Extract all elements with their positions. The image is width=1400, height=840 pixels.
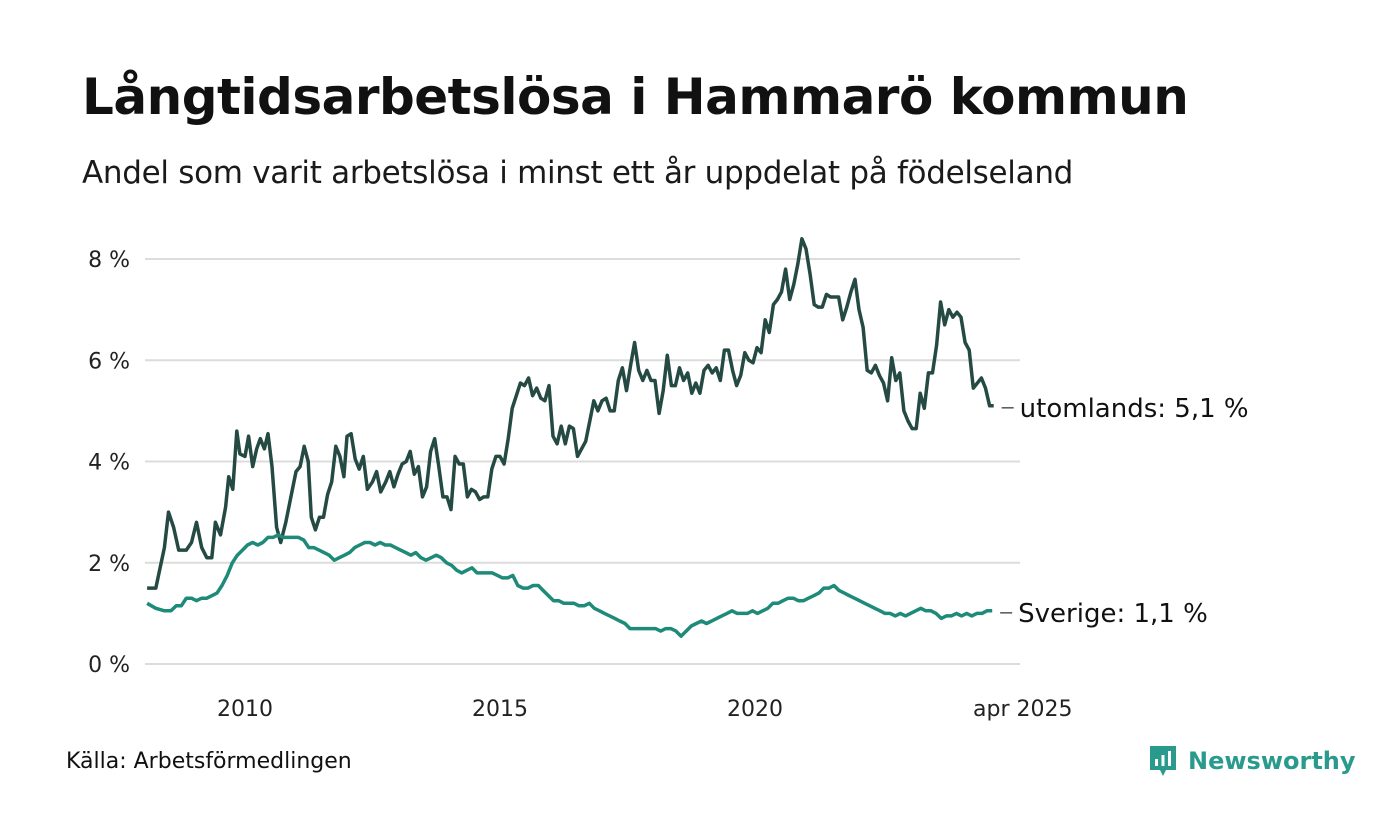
y-tick-label: 6 % [88,349,130,374]
newsworthy-logo: Newsworthy [1148,744,1356,778]
series-end-labels: utomlands: 5,1 % Sverige: 1,1 % [1000,394,1249,629]
y-tick-label: 4 % [88,451,130,476]
series-line-utomlands [147,237,994,590]
end-label-utomlands: utomlands: 5,1 % [1020,394,1249,424]
x-axis: 2010 2015 2020 apr 2025 [217,697,1072,722]
chart-subtitle: Andel som varit arbetslösa i minst ett å… [82,155,1074,191]
source-note: Källa: Arbetsförmedlingen [66,749,352,774]
chart-title: Långtidsarbetslösa i Hammarö kommun [82,68,1189,126]
bar-chart-speech-bubble-icon [1150,746,1176,776]
y-axis: 0 % 2 % 4 % 6 % 8 % [88,248,130,678]
y-tick-label: 2 % [88,552,130,577]
gridlines [145,258,1020,665]
x-tick-label: 2020 [727,697,783,722]
y-tick-label: 8 % [88,248,130,273]
brand-name: Newsworthy [1188,747,1356,775]
y-tick-label: 0 % [88,653,130,678]
x-tick-label: 2015 [472,697,528,722]
series-lines [146,237,994,638]
end-label-sverige: Sverige: 1,1 % [1018,599,1208,629]
series-line-sverige [146,533,993,638]
x-tick-label: 2010 [217,697,273,722]
x-tick-label: apr 2025 [973,697,1072,722]
